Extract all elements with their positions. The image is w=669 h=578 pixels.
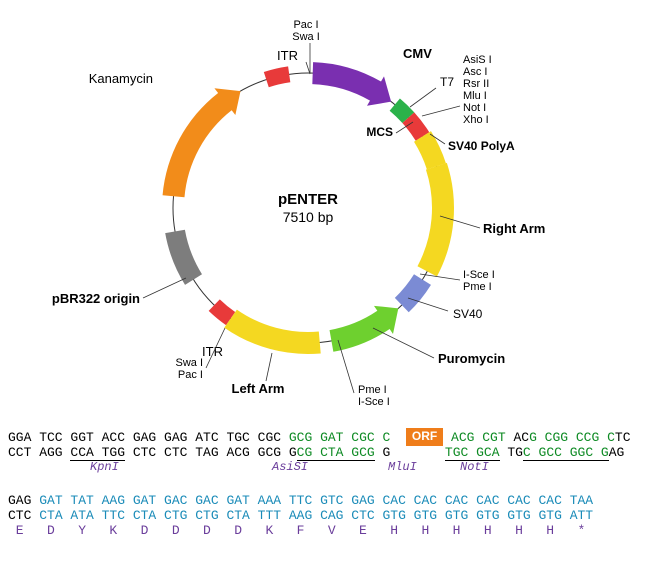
svg-text:Pac I: Pac I [293, 19, 318, 31]
svg-text:Pme I: Pme I [463, 281, 492, 293]
svg-text:Swa I: Swa I [292, 31, 320, 43]
svg-text:Right Arm: Right Arm [483, 221, 545, 236]
svg-text:SV40 PolyA: SV40 PolyA [448, 139, 515, 153]
svg-text:Not I: Not I [463, 102, 486, 114]
svg-text:pBR322 origin: pBR322 origin [52, 291, 140, 306]
svg-text:T7: T7 [440, 75, 454, 89]
svg-text:ITR: ITR [202, 344, 223, 359]
sequence-block: GGA TCC GGT ACC GAG GAG ATC TGC CGC GCG … [8, 428, 661, 539]
orf-badge: ORF [406, 428, 443, 446]
svg-text:MCS: MCS [366, 125, 393, 139]
svg-text:Kanamycin: Kanamycin [89, 71, 153, 86]
svg-text:CMV: CMV [403, 46, 432, 61]
svg-text:pENTER: pENTER [278, 191, 338, 208]
svg-text:I-Sce I: I-Sce I [463, 269, 495, 281]
svg-text:Mlu I: Mlu I [463, 90, 487, 102]
svg-text:Left Arm: Left Arm [232, 381, 285, 396]
svg-text:Pac I: Pac I [178, 369, 203, 381]
svg-text:7510 bp: 7510 bp [283, 209, 334, 225]
svg-text:I-Sce I: I-Sce I [358, 396, 390, 408]
svg-text:Puromycin: Puromycin [438, 351, 505, 366]
svg-text:Swa I: Swa I [175, 357, 203, 369]
svg-text:Xho I: Xho I [463, 114, 489, 126]
svg-text:Rsr II: Rsr II [463, 78, 489, 90]
svg-text:ITR: ITR [277, 48, 298, 63]
svg-text:Pme I: Pme I [358, 384, 387, 396]
svg-text:SV40: SV40 [453, 307, 483, 321]
plasmid-map: Kanamycin ITR CMV T7 MCS SV40 PolyA Right Arm S… [8, 8, 608, 423]
svg-text:Asc I: Asc I [463, 66, 487, 78]
svg-text:AsiS I: AsiS I [463, 54, 492, 66]
